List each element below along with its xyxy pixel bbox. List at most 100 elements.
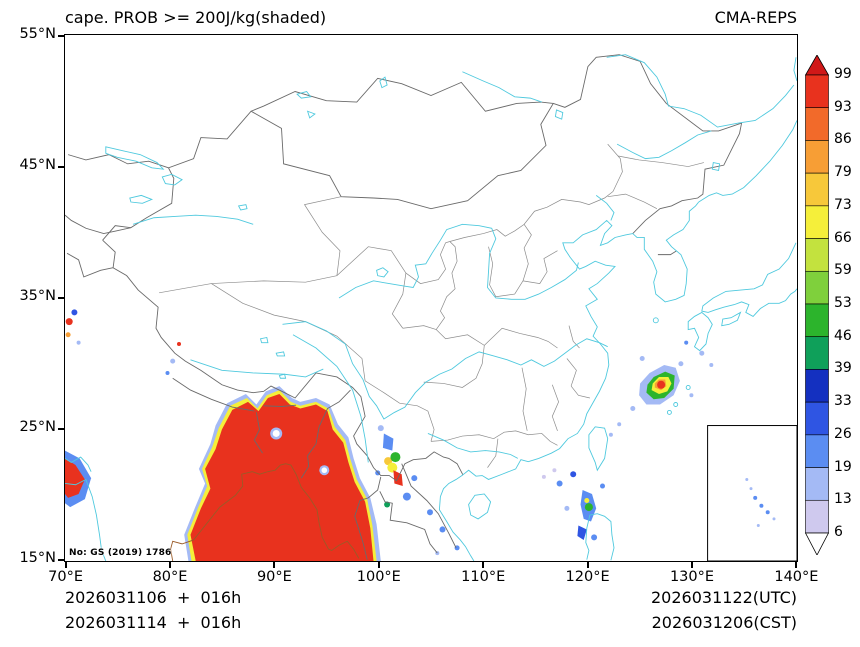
coastline	[65, 478, 107, 561]
coastline-closed	[711, 162, 721, 171]
coastline	[438, 474, 475, 561]
shaded-speck	[71, 309, 78, 316]
national-boundary-line	[67, 154, 169, 169]
shaded-region	[190, 393, 374, 561]
island-outline	[652, 317, 659, 324]
island-outline	[685, 385, 691, 390]
y-tick-label: 35°N	[19, 288, 56, 304]
colorbar-tick-label: 46	[834, 327, 852, 344]
x-tick-label: 80°E	[152, 569, 188, 585]
shaded-speck	[570, 471, 577, 478]
province-boundary-line	[159, 275, 337, 294]
init-time-1: 2026031106 + 016h	[65, 588, 242, 607]
x-tick-label: 120°E	[565, 569, 610, 585]
coastline-closed	[105, 146, 165, 170]
province-boundary-line	[618, 155, 704, 167]
colorbar-tick-label: 13	[834, 491, 852, 508]
x-tick-label: 100°E	[356, 569, 401, 585]
y-tick-label: 55°N	[19, 25, 56, 42]
coastline-closed	[161, 173, 183, 186]
south-china-sea-inset	[707, 425, 797, 561]
coastline-overlay-layer	[170, 463, 360, 561]
shaded-region	[382, 433, 394, 451]
y-tick-label: 45°N	[19, 156, 56, 173]
chart-title: cape. PROB >= 200J/kg(shaded)	[65, 8, 327, 27]
coastline	[282, 321, 608, 420]
coastline	[65, 456, 92, 472]
inset-speck	[756, 524, 760, 528]
shaded-speck	[272, 429, 280, 437]
shaded-speck	[617, 422, 622, 427]
shaded-speck	[689, 393, 694, 398]
coastline	[616, 130, 712, 160]
province-boundary-line	[435, 241, 458, 330]
coastline	[427, 433, 519, 459]
shaded-speck	[678, 361, 684, 367]
x-tick-mark	[586, 562, 589, 568]
coastline	[632, 201, 700, 303]
x-tick-label: 70°E	[48, 569, 84, 585]
coastline	[132, 214, 254, 225]
shaded-speck	[402, 492, 411, 501]
shaded-speck	[439, 526, 446, 533]
colorbar-tick-label: 26	[834, 425, 852, 442]
shaded-speck	[699, 350, 705, 356]
province-boundary-line	[303, 196, 342, 276]
province-boundary-line	[402, 325, 485, 346]
national-boundary-line	[253, 412, 263, 454]
coastline-closed	[588, 426, 609, 472]
province-boundary-line	[568, 325, 580, 349]
colorbar-tick-label: 93	[834, 98, 852, 115]
national-boundary-line	[263, 404, 297, 407]
shaded-speck	[76, 340, 81, 345]
coastline-closed	[129, 194, 154, 204]
shaded-probability-layer	[65, 309, 714, 561]
map-plot-area: No: GS (2019) 1786	[64, 34, 798, 562]
national-boundary-line	[102, 54, 743, 241]
province-boundary-line	[522, 224, 532, 281]
coastline	[701, 242, 797, 317]
boundaries-layer	[65, 54, 743, 560]
coastline-closed	[376, 267, 389, 278]
island-outline	[666, 409, 672, 415]
shaded-speck	[384, 457, 393, 466]
colorbar-segment	[805, 74, 829, 109]
province-boundary-line	[566, 358, 577, 387]
x-tick-label: 130°E	[669, 569, 715, 585]
y-tick-label: 25°N	[19, 419, 56, 436]
colorbar-tick-label: 99	[834, 66, 852, 82]
coastline	[338, 223, 579, 300]
coastline	[698, 120, 797, 203]
national-boundary-line	[66, 252, 114, 278]
coastline-closed	[275, 351, 286, 357]
inset-speck	[745, 477, 749, 481]
colorbar-segment	[805, 303, 829, 338]
shaded-speck	[427, 509, 433, 516]
y-tick-mark	[58, 428, 64, 431]
shaded-speck	[657, 380, 666, 389]
colorbar-segment	[805, 107, 829, 141]
colorbar-tick-label: 53	[834, 295, 852, 311]
colorbar-tick-label: 86	[834, 131, 852, 148]
province-boundary-line	[484, 327, 558, 349]
shaded-speck	[684, 340, 689, 345]
coastline	[595, 195, 615, 221]
shaded-speck	[170, 358, 176, 364]
province-boundary-line	[449, 191, 614, 242]
colorbar-segment	[805, 467, 829, 501]
coastline-closed	[379, 76, 388, 89]
x-tick-mark	[273, 562, 276, 568]
coastline-closed	[468, 493, 492, 520]
colorbar-under-arrow	[805, 532, 829, 555]
coastline	[793, 57, 797, 82]
national-boundary-line	[250, 77, 554, 112]
national-boundary-line	[401, 463, 457, 549]
colorbar-tick-label: 33	[834, 393, 852, 410]
y-tick-label: 15°N	[19, 550, 56, 567]
map-canvas	[65, 54, 797, 561]
colorbar-segment	[805, 369, 829, 403]
colorbar-segment	[805, 140, 829, 174]
colorbar-segment	[805, 434, 829, 468]
coastline	[606, 54, 795, 128]
